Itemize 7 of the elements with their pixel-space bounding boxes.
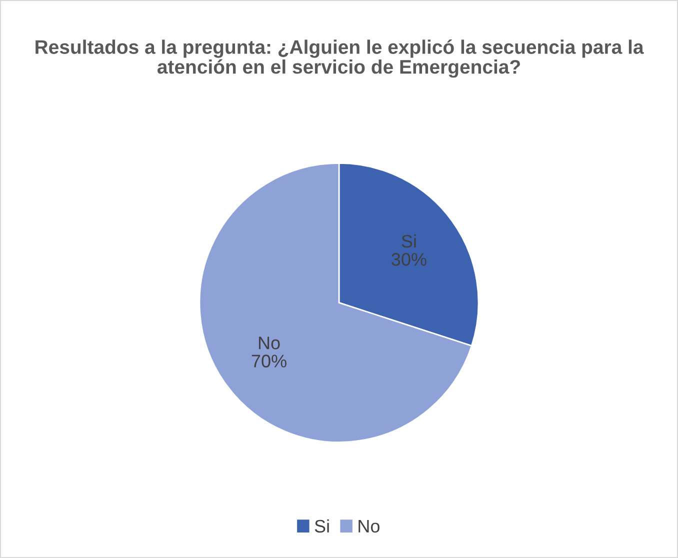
slice-label: No [258, 336, 280, 350]
chart-title: Resultados a la pregunta: ¿Alguien le explicó la secuencia para la atención en el servicio de Emergencia? [36, 39, 644, 78]
legend-label: Si [314, 519, 329, 533]
data-label: 30% [392, 253, 426, 266]
legend-label: No [358, 520, 380, 533]
data-label: 70% [252, 354, 286, 368]
slice-label: Si [402, 234, 416, 248]
